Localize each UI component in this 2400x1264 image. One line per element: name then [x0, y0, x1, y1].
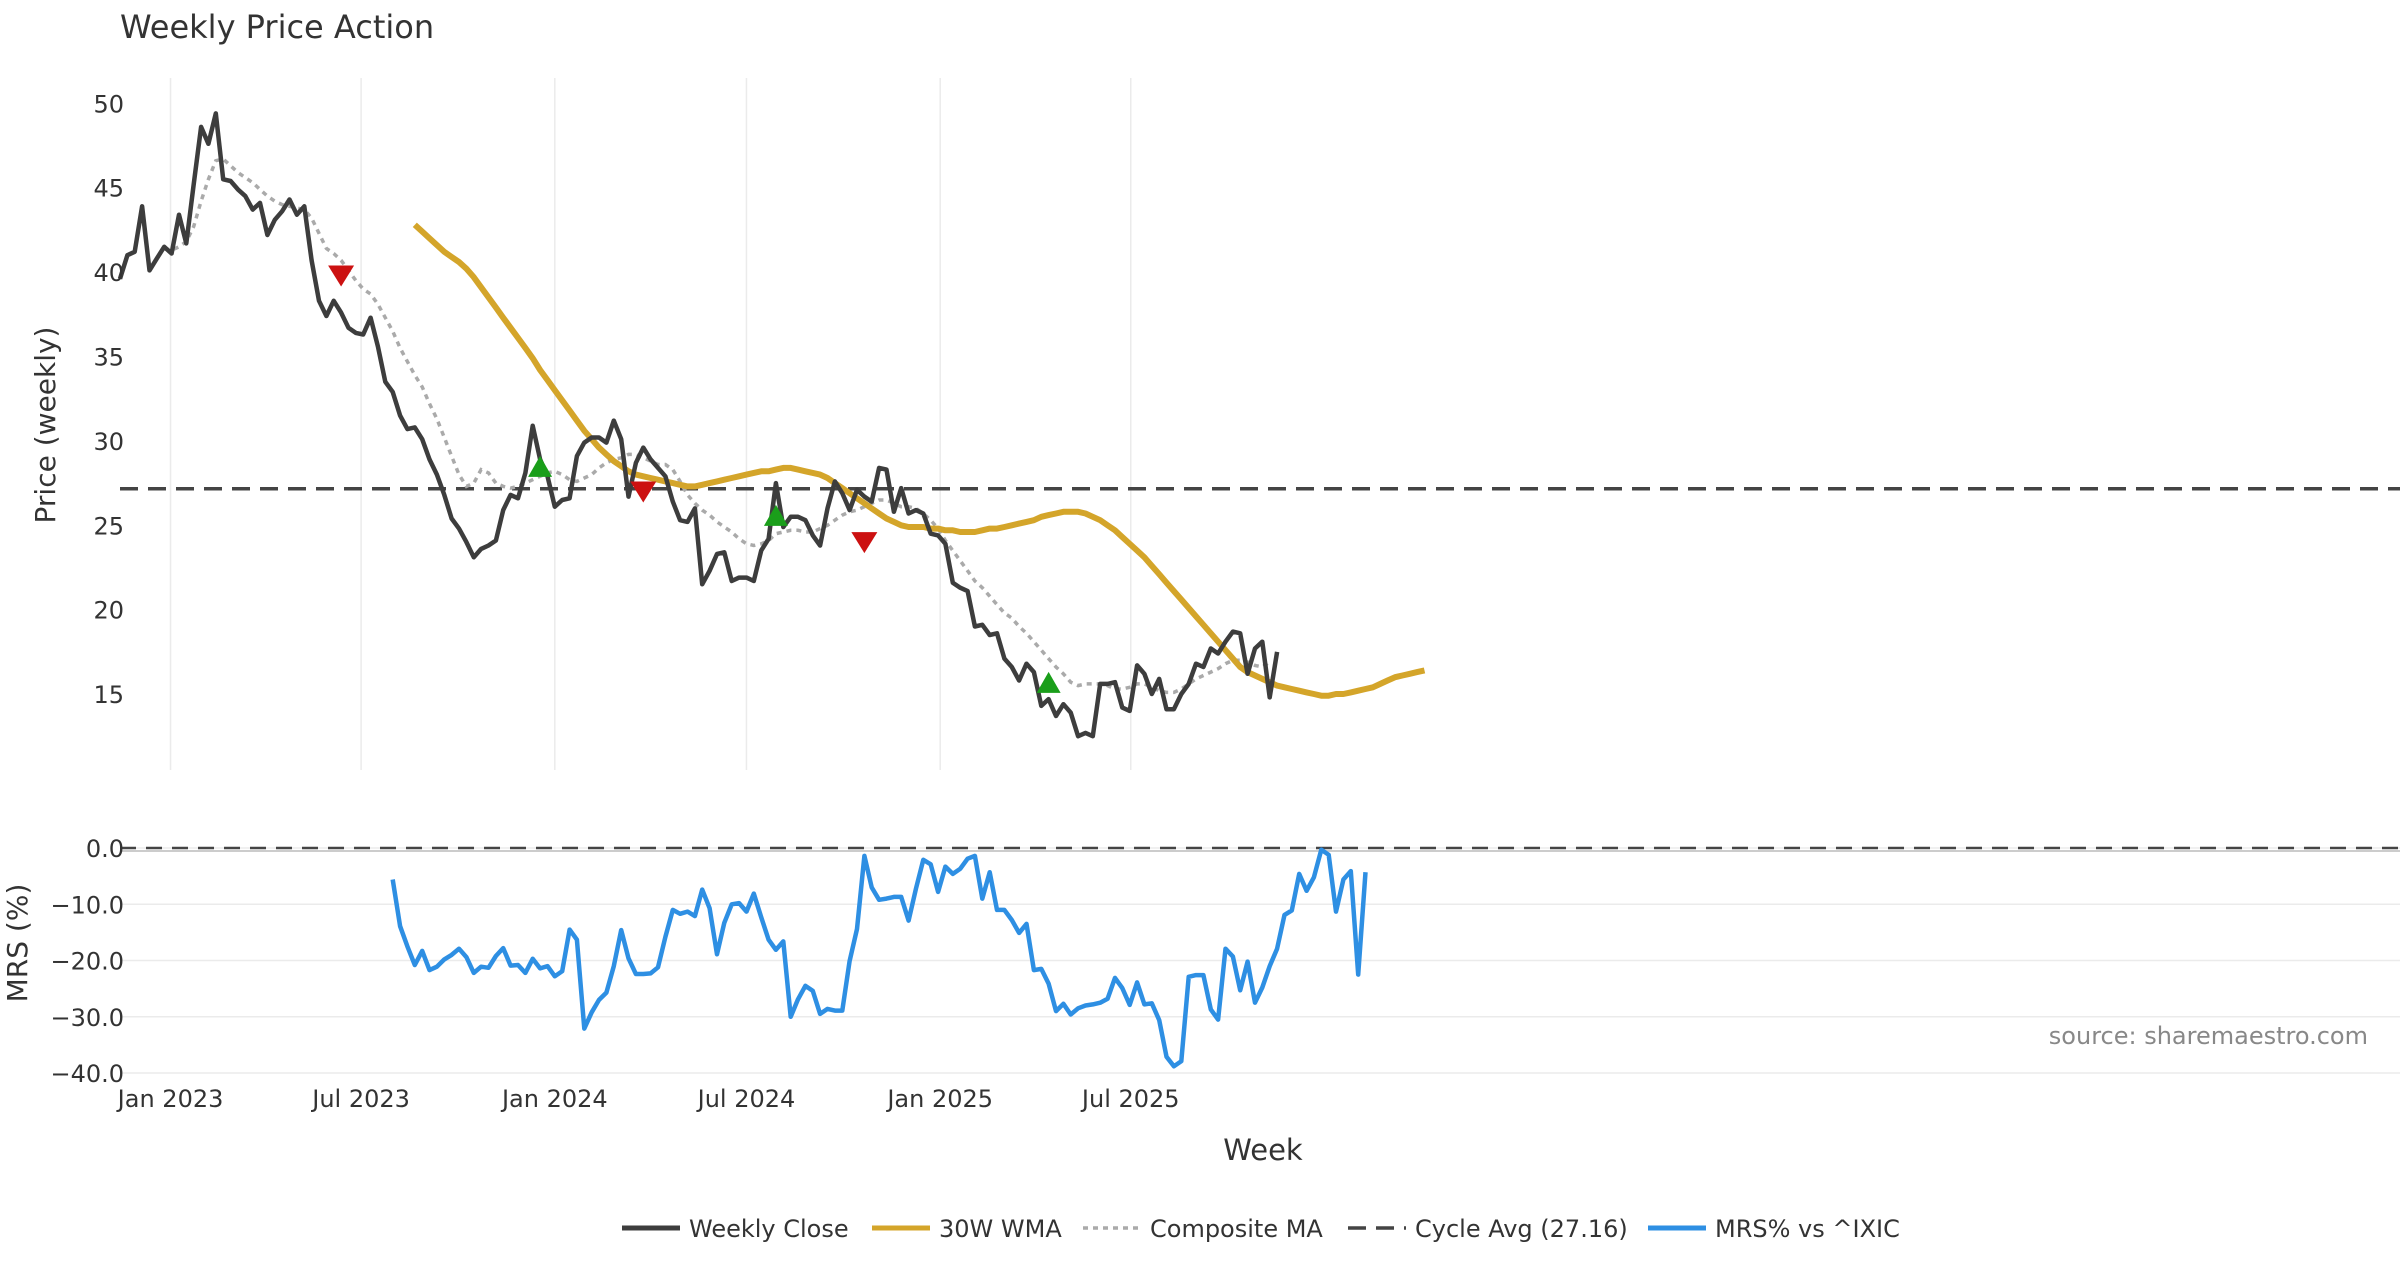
legend-item: Composite MA	[1083, 1215, 1323, 1243]
legend-item: Weekly Close	[622, 1215, 849, 1243]
mrs-line	[390, 847, 1368, 1069]
mrs-y-tick-label: −10.0	[50, 891, 124, 919]
legend-item: MRS% vs ^IXIC	[1648, 1215, 1900, 1243]
x-tick-label: Jan 2023	[116, 1085, 224, 1113]
wma-30w-line	[412, 222, 1426, 699]
weekly-close-line	[117, 111, 1280, 739]
legend-label: MRS% vs ^IXIC	[1715, 1215, 1900, 1243]
legend-label: Cycle Avg (27.16)	[1415, 1215, 1628, 1243]
legend-label: Composite MA	[1150, 1215, 1323, 1243]
mrs-y-tick-label: −40.0	[50, 1060, 124, 1088]
legend-item: 30W WMA	[872, 1215, 1062, 1243]
sell-signal-marker	[630, 481, 657, 503]
sell-signal-marker	[328, 265, 355, 287]
mrs-y-axis-label: MRS (%)	[1, 884, 34, 1003]
composite-ma-line	[163, 157, 1271, 695]
price-y-tick-label: 40	[93, 259, 124, 287]
buy-signal-marker	[1036, 671, 1061, 693]
buy-signal-marker	[763, 504, 788, 526]
legend-item: Cycle Avg (27.16)	[1348, 1215, 1628, 1243]
mrs-y-tick-label: 0.0	[86, 835, 124, 863]
mrs-y-tick-label: −30.0	[50, 1004, 124, 1032]
price-y-tick-label: 50	[93, 90, 124, 118]
buy-signal-marker	[528, 455, 553, 477]
sell-signal-marker	[851, 532, 878, 554]
price-y-tick-label: 25	[93, 512, 124, 540]
legend-label: 30W WMA	[939, 1215, 1062, 1243]
mrs-panel	[120, 846, 2400, 1069]
x-tick-label: Jul 2024	[696, 1085, 796, 1113]
legend: Weekly Close 30W WMA Composite MA Cycle Avg…	[622, 1215, 1900, 1243]
price-y-tick-label: 45	[93, 175, 124, 203]
price-panel	[117, 111, 2400, 739]
chart-title: Weekly Price Action	[120, 8, 434, 46]
axis-labels: Jan 2023 Jul 2023 Jan 2024 Jul 2024 Jan 2025…	[50, 90, 1179, 1113]
main-grid	[169, 78, 1132, 770]
x-tick-label: Jul 2023	[310, 1085, 410, 1113]
price-y-tick-label: 35	[93, 343, 124, 371]
x-axis-label: Week	[1223, 1133, 1303, 1167]
price-y-tick-label: 20	[93, 597, 124, 625]
price-y-tick-label: 30	[93, 428, 124, 456]
source-watermark: source: sharemaestro.com	[2049, 1022, 2368, 1050]
x-tick-label: Jul 2025	[1080, 1085, 1180, 1113]
x-tick-label: Jan 2024	[500, 1085, 608, 1113]
legend-label: Weekly Close	[689, 1215, 849, 1243]
mrs-y-tick-label: −20.0	[50, 948, 124, 976]
x-tick-label: Jan 2025	[885, 1085, 993, 1113]
price-y-tick-label: 15	[93, 681, 124, 709]
price-y-axis-label: Price (weekly)	[29, 327, 62, 524]
